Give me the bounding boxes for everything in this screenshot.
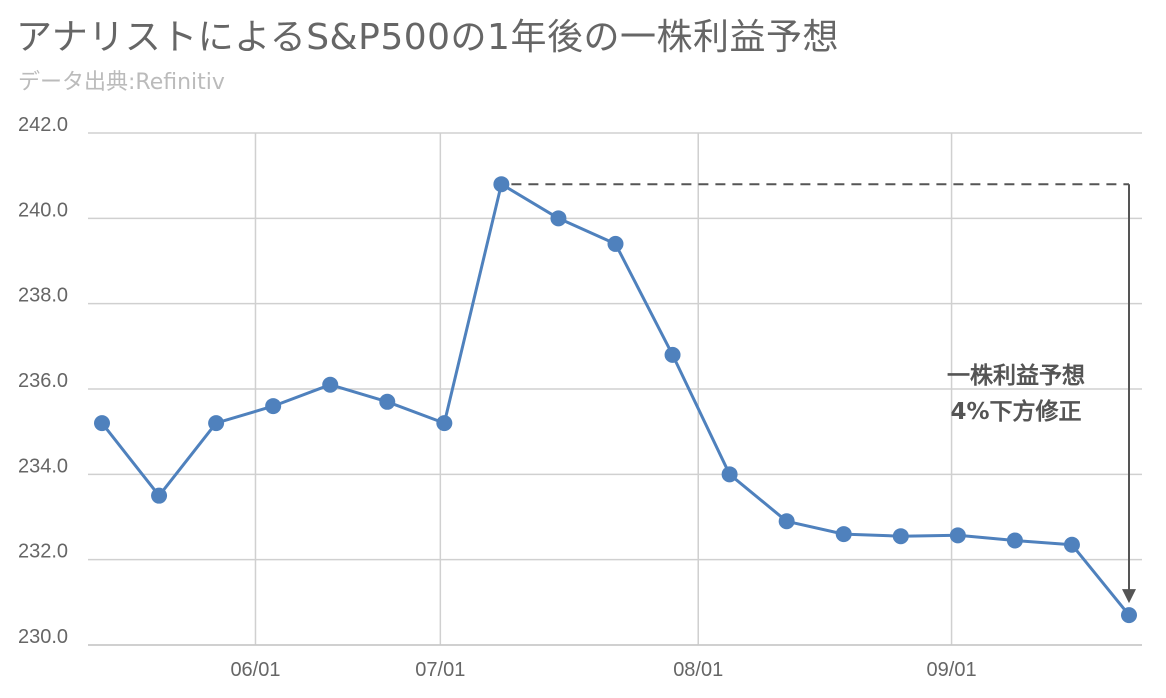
data-point bbox=[1006, 532, 1023, 549]
data-point bbox=[1063, 536, 1080, 553]
data-point bbox=[208, 415, 225, 432]
revision-arrowhead bbox=[1122, 589, 1136, 604]
x-tick-label: 08/01 bbox=[673, 659, 723, 681]
eps-forecast-series bbox=[94, 176, 1137, 624]
data-point bbox=[379, 393, 396, 410]
y-tick-label: 238.0 bbox=[18, 285, 68, 307]
grid-lines bbox=[88, 132, 1142, 646]
chart-title: アナリストによるS&P500の1年後の一株利益予想 bbox=[16, 17, 839, 58]
data-point bbox=[664, 346, 681, 363]
data-point bbox=[1121, 607, 1137, 624]
annotation-label-line1: 一株利益予想 bbox=[947, 362, 1085, 389]
data-point bbox=[835, 526, 852, 543]
data-point bbox=[265, 398, 282, 415]
data-point bbox=[721, 466, 738, 483]
data-point bbox=[550, 210, 567, 227]
x-tick-label: 07/01 bbox=[415, 659, 465, 681]
y-tick-label: 236.0 bbox=[18, 370, 68, 392]
data-point bbox=[493, 176, 510, 193]
data-point bbox=[436, 415, 453, 432]
data-point bbox=[151, 487, 168, 504]
y-tick-label: 234.0 bbox=[18, 455, 68, 477]
x-tick-label: 09/01 bbox=[927, 659, 977, 681]
data-point bbox=[892, 528, 909, 545]
y-tick-label: 240.0 bbox=[18, 199, 68, 221]
axis-labels: 230.0 232.0 234.0 236.0 238.0 240.0 242.0 06/01… bbox=[18, 114, 977, 681]
data-point bbox=[607, 235, 624, 252]
chart-subtitle: データ出典:Refinitiv bbox=[18, 70, 225, 95]
data-point bbox=[949, 527, 966, 544]
downward-revision-annotation: 一株利益予想 4%下方修正 bbox=[511, 183, 1136, 604]
annotation-label-line2: 4%下方修正 bbox=[950, 398, 1081, 425]
x-tick-label: 06/01 bbox=[230, 659, 280, 681]
y-tick-label: 230.0 bbox=[18, 626, 68, 648]
y-tick-label: 232.0 bbox=[18, 541, 68, 563]
y-tick-label: 242.0 bbox=[18, 114, 68, 136]
data-point bbox=[322, 376, 339, 393]
data-point bbox=[94, 415, 110, 432]
data-point bbox=[778, 513, 795, 530]
